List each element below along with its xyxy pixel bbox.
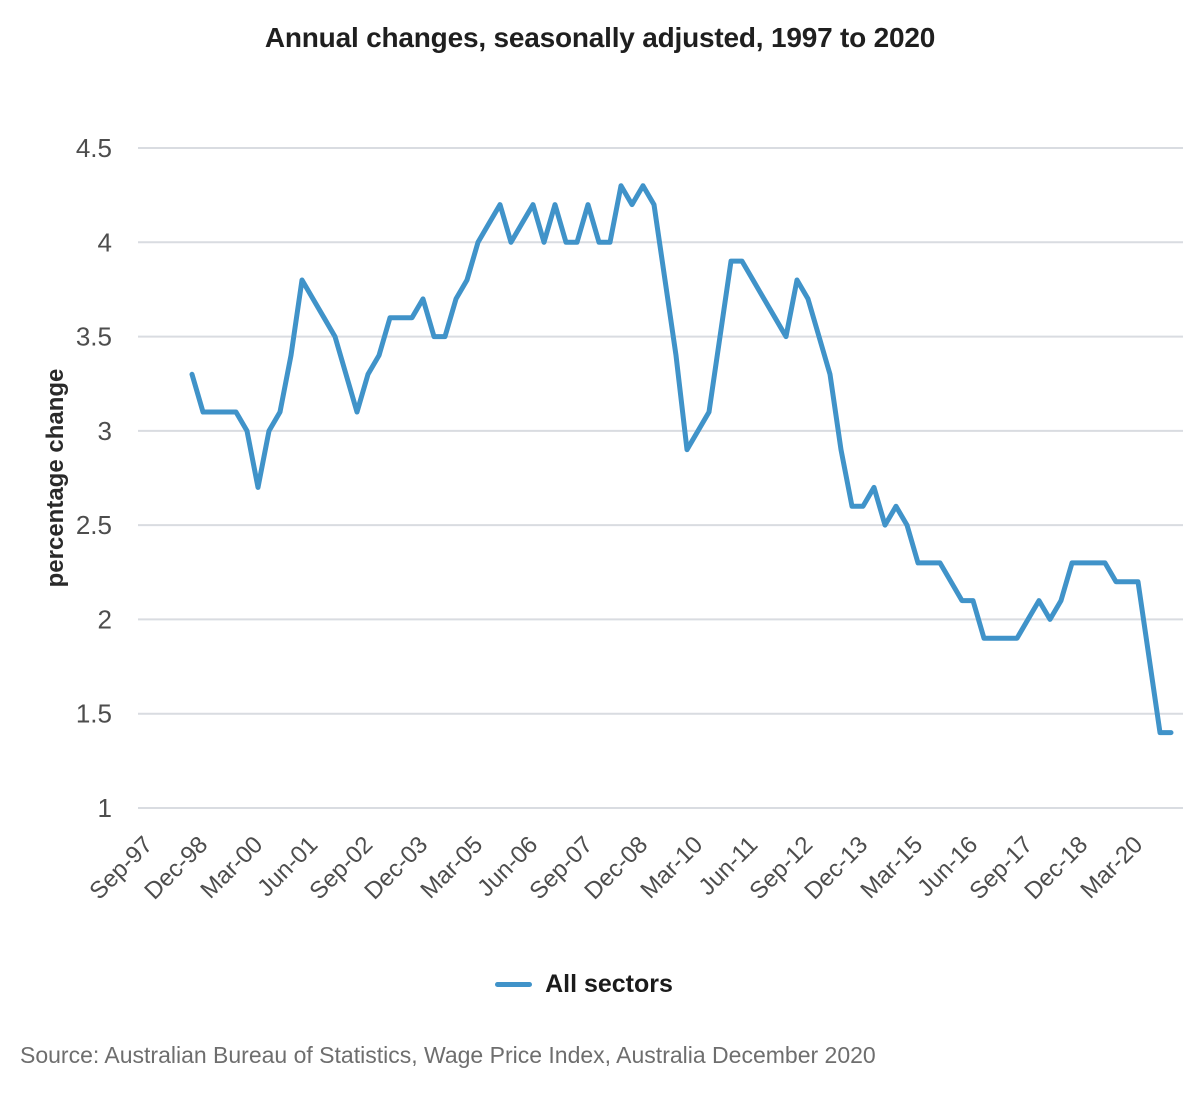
chart-title: Annual changes, seasonally adjusted, 199… (264, 22, 936, 53)
data-line-all-sectors (189, 183, 1174, 736)
x-tick-label: Dec-13 (799, 831, 873, 905)
y-tick-label: 1 (98, 793, 112, 823)
y-tick-label: 4 (98, 227, 112, 257)
legend: All sectors (0, 970, 1184, 999)
x-tick-label: Mar-05 (415, 831, 488, 904)
x-tick-label: Dec-08 (579, 831, 653, 905)
x-tick-label: Dec-98 (139, 831, 213, 905)
x-tick-label: Mar-10 (635, 831, 708, 904)
y-tick-label: 1.5 (76, 699, 112, 729)
legend-label: All sectors (545, 970, 673, 998)
source-text: Source: Australian Bureau of Statistics,… (20, 1042, 876, 1068)
legend-line-swatch (495, 982, 533, 987)
x-tick-label: Dec-03 (359, 831, 433, 905)
y-tick-label: 4.5 (76, 133, 112, 163)
y-tick-label: 2.5 (76, 510, 112, 540)
x-tick-label: Mar-20 (1075, 831, 1148, 904)
y-tick-label: 2 (98, 604, 112, 634)
y-tick-label: 3 (98, 416, 112, 446)
x-tick-label: Mar-00 (195, 831, 268, 904)
x-tick-label: Dec-18 (1019, 831, 1093, 905)
y-tick-label: 3.5 (76, 322, 112, 352)
x-tick-label: Mar-15 (855, 831, 928, 904)
